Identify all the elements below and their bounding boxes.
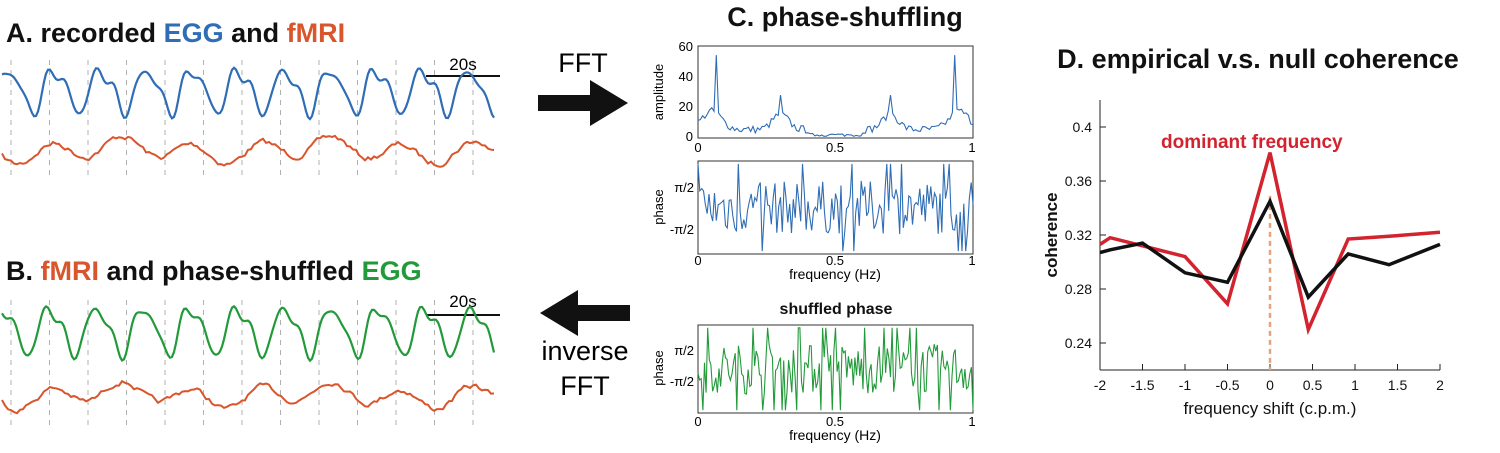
amplitude-xtick-1: 1 [968,140,975,155]
null-coherence-line [1099,197,1441,301]
x-tick-label: 0 [1266,377,1274,393]
amplitude-ylabel: amplitude [651,64,666,120]
y-tick-label: 0.24 [1065,335,1092,351]
coherence-ylabel: coherence [1042,192,1061,277]
amplitude-xtick-0.5: 0.5 [826,140,844,155]
coherence-xlabel: frequency shift (c.p.m.) [1184,399,1357,418]
amplitude-spectrum-line [697,55,974,138]
panel-d-title: D. empirical v.s. null coherence [1057,44,1459,74]
inverse-fft-arrow-group: inverse FFT [540,290,630,401]
panel-a-title: A. recorded EGG and fMRI [6,18,345,48]
shuffled-phase-ylabel: phase [651,350,666,385]
amplitude-plot-frame [697,45,974,139]
inverse-label: inverse [541,336,628,366]
phase-xtick-1: 1 [968,253,975,268]
panel-a-fmri-trace [1,134,495,168]
panel-d: D. empirical v.s. null coherence coheren… [1042,44,1459,418]
shuffled-xtick-0: 0 [694,414,701,429]
phase-ytick-minus-pi-half: -π/2 [670,222,694,237]
x-tick-label: -0.5 [1215,377,1239,393]
panel-b-title-egg: EGG [362,256,422,286]
fft-arrow [538,80,628,126]
inverse-fft-label: FFT [560,371,609,401]
panel-b-title-fmri: fMRI [41,256,99,286]
dominant-frequency-annotation: dominant frequency [1161,132,1343,153]
panel-c-title: C. phase-shuffling [727,2,963,32]
amplitude-ytick-40: 40 [679,69,693,84]
x-tick-label: 1.5 [1388,377,1408,393]
amplitude-ytick-0: 0 [686,129,693,144]
panel-a-title-fmri: fMRI [287,18,345,48]
shuffled-xtick-1: 1 [968,414,975,429]
phase-spectrum-line [697,163,974,252]
panel-c: C. phase-shuffling amplitude 60 40 20 0 … [651,2,976,443]
fft-label: FFT [558,48,607,78]
amplitude-xtick-0: 0 [694,140,701,155]
panel-b-title-prefix: B. [6,256,33,286]
coherence-chart: coherence frequency shift (c.p.m.) domin… [1042,100,1444,418]
y-tick-label: 0.28 [1065,281,1092,297]
phase-xtick-0: 0 [694,253,701,268]
shuffled-phase-title: shuffled phase [780,301,893,318]
panel-a-scale-label: 20s [449,55,476,74]
x-tick-label: 0.5 [1303,377,1323,393]
shuffled-phase-plot-frame [697,324,974,414]
shuffled-ytick-pi-half: π/2 [674,343,694,358]
panel-b-shuffled-egg-trace [1,304,496,363]
phase-xlabel: frequency (Hz) [789,266,881,282]
panel-b: B. fMRI and phase-shuffled EGG 20s [1,256,500,425]
empirical-coherence-line [1099,152,1441,336]
shuffled-phase-line [697,327,974,411]
panel-a-egg-trace [1,66,495,121]
y-tick-label: 0.32 [1065,227,1092,243]
panel-b-title-middle: and phase-shuffled [107,256,355,286]
y-tick-label: 0.4 [1073,119,1093,135]
shuffled-xlabel: frequency (Hz) [789,427,881,443]
x-tick-label: 2 [1436,377,1444,393]
panel-a-title-egg: EGG [164,18,224,48]
shuffled-xtick-0.5: 0.5 [826,414,844,429]
panel-a: A. recorded EGG and fMRI 20s [1,18,500,175]
shuffled-ytick-minus-pi-half: -π/2 [670,374,694,389]
panel-a-title-and: and [231,18,279,48]
amplitude-ytick-60: 60 [679,39,693,54]
phase-ylabel: phase [651,189,666,224]
x-tick-label: -1.5 [1130,377,1154,393]
panel-b-title: B. fMRI and phase-shuffled EGG [6,256,422,286]
amplitude-ytick-20: 20 [679,99,693,114]
phase-xtick-0.5: 0.5 [826,253,844,268]
phase-ytick-pi-half: π/2 [674,180,694,195]
inverse-fft-arrow [540,290,630,336]
phase-plot-frame [697,160,974,255]
x-tick-label: -2 [1094,377,1107,393]
fft-arrow-group: FFT [538,48,628,126]
panel-b-volume-markers [10,300,474,425]
x-tick-label: 1 [1351,377,1359,393]
x-tick-label: -1 [1179,377,1192,393]
y-tick-label: 0.36 [1065,173,1092,189]
panel-b-fmri-trace [1,379,495,415]
panel-a-title-prefix: A. recorded [6,18,156,48]
